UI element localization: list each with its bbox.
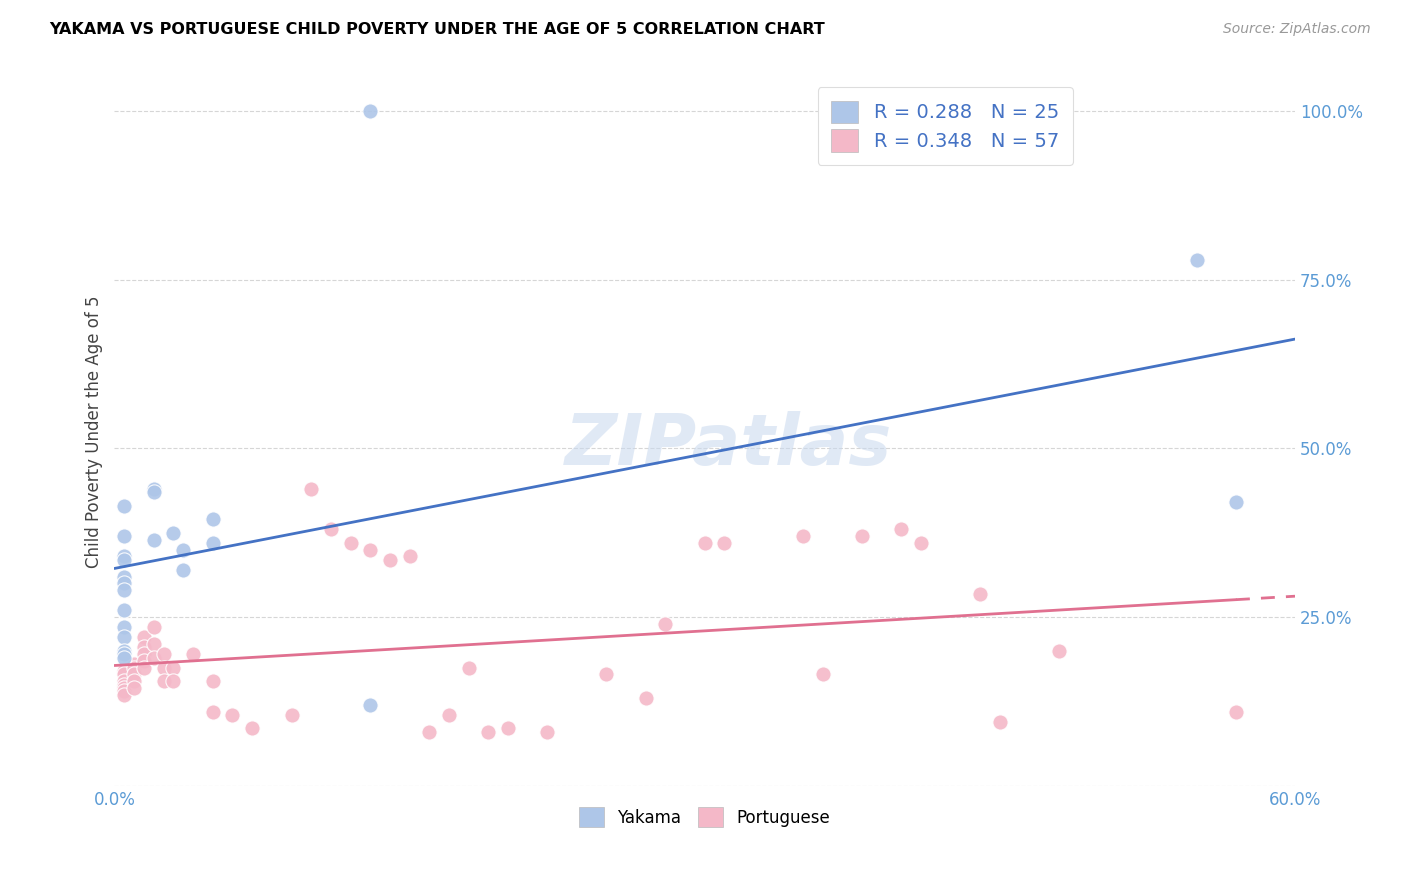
Point <box>299 482 322 496</box>
Point <box>319 523 342 537</box>
Point <box>112 499 135 513</box>
Text: YAKAMA VS PORTUGUESE CHILD POVERTY UNDER THE AGE OF 5 CORRELATION CHART: YAKAMA VS PORTUGUESE CHILD POVERTY UNDER… <box>49 22 825 37</box>
Point <box>1185 252 1208 267</box>
Point <box>1047 644 1070 658</box>
Point <box>112 553 135 567</box>
Point <box>112 667 135 681</box>
Point <box>172 542 194 557</box>
Point <box>142 650 165 665</box>
Point <box>811 667 834 681</box>
Point <box>437 708 460 723</box>
Point <box>359 542 381 557</box>
Point <box>142 485 165 500</box>
Point <box>418 724 440 739</box>
Point <box>142 637 165 651</box>
Point <box>112 620 135 634</box>
Point <box>112 549 135 564</box>
Point <box>496 722 519 736</box>
Point <box>969 586 991 600</box>
Text: ZIPatlas: ZIPatlas <box>565 411 891 480</box>
Point <box>988 714 1011 729</box>
Point <box>132 647 155 661</box>
Point <box>112 681 135 695</box>
Point <box>112 647 135 661</box>
Point <box>359 104 381 119</box>
Point <box>132 654 155 668</box>
Point <box>112 529 135 543</box>
Point <box>536 724 558 739</box>
Point <box>693 536 716 550</box>
Point <box>221 708 243 723</box>
Point <box>112 677 135 691</box>
Point <box>595 667 617 681</box>
Point <box>201 674 224 689</box>
Point <box>152 661 174 675</box>
Point <box>112 569 135 583</box>
Point <box>152 647 174 661</box>
Point <box>172 563 194 577</box>
Point <box>162 674 184 689</box>
Point <box>1225 705 1247 719</box>
Y-axis label: Child Poverty Under the Age of 5: Child Poverty Under the Age of 5 <box>86 295 103 568</box>
Point <box>142 620 165 634</box>
Point <box>201 705 224 719</box>
Point <box>112 576 135 591</box>
Point <box>181 647 204 661</box>
Point <box>201 536 224 550</box>
Point <box>112 644 135 658</box>
Point <box>112 603 135 617</box>
Point <box>122 667 145 681</box>
Point <box>122 674 145 689</box>
Point <box>890 523 912 537</box>
Point <box>132 661 155 675</box>
Point <box>122 661 145 675</box>
Point <box>634 691 657 706</box>
Point <box>112 664 135 678</box>
Point <box>122 657 145 672</box>
Point <box>112 631 135 645</box>
Point <box>457 661 479 675</box>
Point <box>112 684 135 698</box>
Point <box>132 640 155 655</box>
Point <box>851 529 873 543</box>
Point <box>142 533 165 547</box>
Point <box>112 688 135 702</box>
Point <box>112 650 135 665</box>
Point <box>280 708 302 723</box>
Point <box>713 536 735 550</box>
Point <box>112 674 135 689</box>
Point <box>339 536 361 550</box>
Point <box>132 631 155 645</box>
Point <box>201 512 224 526</box>
Text: Source: ZipAtlas.com: Source: ZipAtlas.com <box>1223 22 1371 37</box>
Point <box>162 525 184 540</box>
Point <box>792 529 814 543</box>
Legend: Yakama, Portuguese: Yakama, Portuguese <box>572 800 837 834</box>
Point <box>240 722 263 736</box>
Point <box>152 674 174 689</box>
Point <box>378 553 401 567</box>
Point <box>359 698 381 712</box>
Point <box>1225 495 1247 509</box>
Point <box>162 661 184 675</box>
Point <box>142 482 165 496</box>
Point <box>477 724 499 739</box>
Point <box>112 583 135 598</box>
Point <box>398 549 420 564</box>
Point <box>122 681 145 695</box>
Point <box>654 616 676 631</box>
Point <box>910 536 932 550</box>
